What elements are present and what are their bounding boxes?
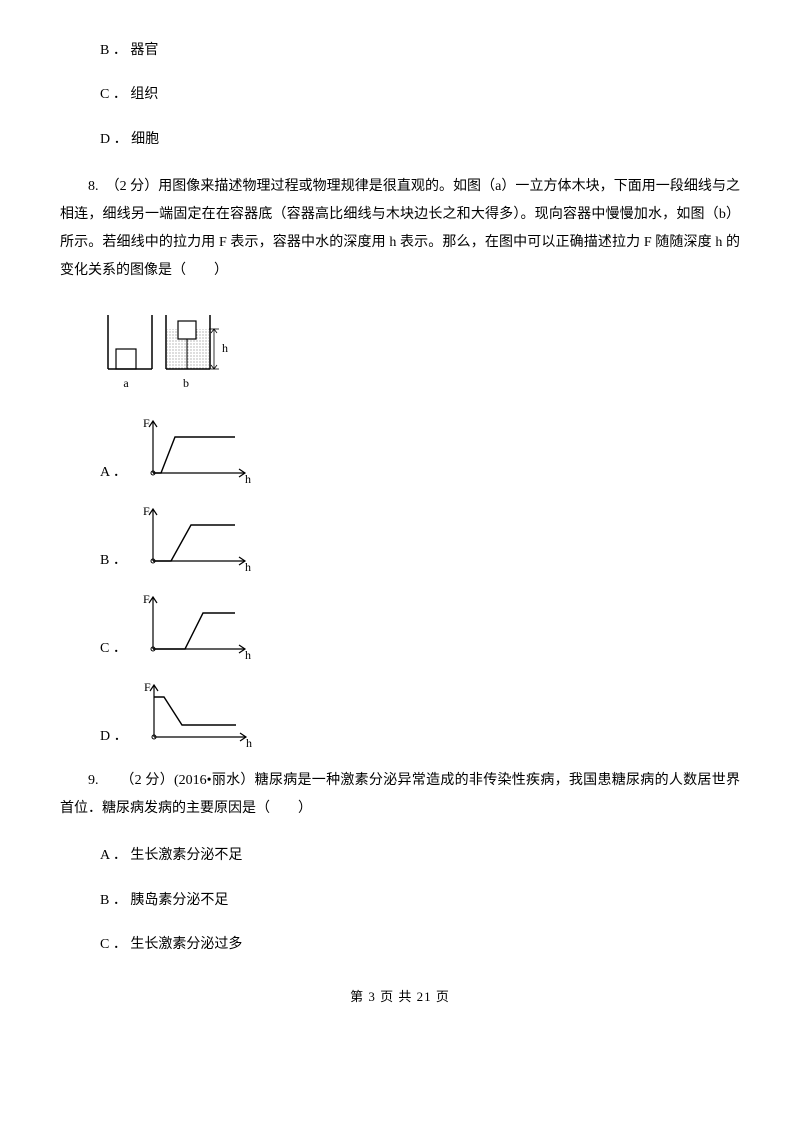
graph-d: F h xyxy=(136,679,256,749)
page-footer: 第 3 页 共 21 页 xyxy=(60,986,740,1005)
q8-text: 8. （2 分）用图像来描述物理过程或物理规律是很直观的。如图（a）一立方体木块… xyxy=(60,173,740,285)
q8-option-d: D ． F h xyxy=(100,679,740,749)
q7-option-d: D ． 细胞 xyxy=(100,129,740,151)
svg-text:h: h xyxy=(245,560,251,573)
svg-text:F: F xyxy=(144,680,151,694)
container-diagram: a h b xyxy=(100,307,230,397)
q8-opt-a-label: A ． xyxy=(100,461,127,485)
svg-text:F: F xyxy=(143,416,150,430)
svg-text:F: F xyxy=(143,504,150,518)
q8-opt-b-label: B ． xyxy=(100,549,127,573)
svg-text:h: h xyxy=(245,648,251,661)
graph-a: F h xyxy=(135,415,255,485)
q8-diagram: a h b xyxy=(100,307,740,397)
svg-text:h: h xyxy=(245,472,251,485)
q9-option-b: B ． 胰岛素分泌不足 xyxy=(100,890,740,912)
page-container: B ． 器官 C ． 组织 D ． 细胞 8. （2 分）用图像来描述物理过程或… xyxy=(0,0,800,1035)
q9-option-a: A ． 生长激素分泌不足 xyxy=(100,845,740,867)
q8-option-c: C ． F h xyxy=(100,591,740,661)
diagram-label-h: h xyxy=(222,341,228,355)
graph-b: F h xyxy=(135,503,255,573)
diagram-label-b: b xyxy=(183,376,189,390)
diagram-label-a: a xyxy=(123,376,129,390)
q8-option-b: B ． F h xyxy=(100,503,740,573)
q9-text: 9. （2 分）(2016•丽水）糖尿病是一种激素分泌异常造成的非传染性疾病，我… xyxy=(60,767,740,823)
q8-option-a: A ． F h xyxy=(100,415,740,485)
q8-opt-c-label: C ． xyxy=(100,637,127,661)
svg-text:h: h xyxy=(246,736,252,749)
svg-text:F: F xyxy=(143,592,150,606)
q7-option-c: C ． 组织 xyxy=(100,84,740,106)
q8-opt-d-label: D ． xyxy=(100,725,128,749)
q9-option-c: C ． 生长激素分泌过多 xyxy=(100,934,740,956)
graph-c: F h xyxy=(135,591,255,661)
q7-option-b: B ． 器官 xyxy=(100,40,740,62)
